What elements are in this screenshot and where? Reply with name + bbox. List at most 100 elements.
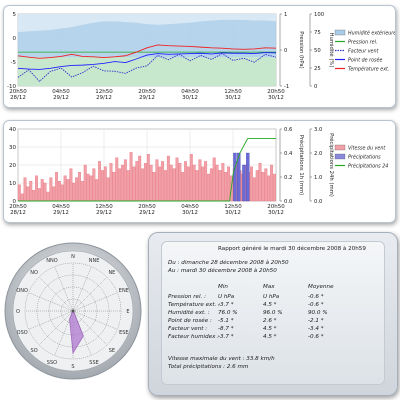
right-axis-tick-label: 0.2 — [284, 175, 292, 181]
wind-bar — [46, 191, 50, 202]
x-tick-label: 04h50 — [181, 89, 199, 95]
wind-bar — [98, 161, 101, 202]
y-tick-label: -10 — [7, 84, 16, 90]
wind-bar — [26, 186, 30, 202]
x-tick-label: 04h50 — [181, 204, 199, 210]
wind-bar — [75, 177, 79, 202]
wind-bar — [52, 186, 56, 202]
rose-direction-label: O — [16, 309, 20, 315]
wind-rose-dial: N NNE NE ENE E ESE SE SSE S SSO SO OSO O ONO NO NNO — [3, 241, 143, 385]
wind-bar — [224, 172, 228, 202]
wind-bar — [112, 172, 116, 202]
right-axis-label: Humidité (%) — [328, 33, 335, 68]
x-tick-label: 20h50 — [9, 89, 27, 95]
wind-bar — [37, 188, 41, 202]
x-tick-label: 12h50 — [95, 89, 113, 95]
report-inner: Rapport généré le mardi 30 décembre 2008… — [161, 241, 385, 385]
x-tick-date: 30/12 — [225, 95, 241, 101]
row-avg: -2.1 * — [308, 318, 324, 324]
report-to: Au : mardi 30 décembre 2008 à 20h50 — [168, 268, 277, 274]
row-label: Point de rosée : — [168, 318, 212, 324]
right-axis-tick-label: 50 — [314, 48, 321, 54]
rose-direction-label: ONO — [16, 288, 28, 294]
rose-direction-label: NE — [108, 270, 115, 276]
row-min: U hPa — [218, 294, 235, 300]
y-tick-label: 5 — [13, 12, 17, 18]
wind-bar — [250, 166, 253, 202]
wind-bar — [252, 177, 256, 202]
wind-bar — [32, 190, 36, 202]
right-axis-label: Précipitations 24h (mm) — [328, 133, 335, 197]
precip-bar — [237, 152, 241, 202]
rose-direction-label: NNE — [89, 258, 100, 264]
wind-bar — [23, 177, 27, 202]
wind-bar — [95, 179, 99, 202]
row-label: Pression rel. : — [168, 294, 206, 300]
rose-direction-label: SSE — [89, 360, 99, 366]
right-axis-label: Précipitations 1h (mm) — [298, 135, 305, 195]
col-max-header: Max — [263, 284, 275, 290]
x-tick-label: 20h50 — [267, 89, 285, 95]
wind-bar — [172, 168, 176, 202]
wind-bar — [49, 177, 53, 202]
x-tick-date: 30/12 — [268, 95, 284, 101]
legend-swatch — [334, 153, 346, 160]
dew-point-line — [17, 52, 277, 70]
wind-bar — [152, 172, 156, 202]
legend-label: Point de rosée — [348, 57, 382, 64]
wind-bar — [83, 164, 87, 202]
col-min-header: Min — [218, 284, 228, 290]
wind-bar — [209, 168, 213, 202]
right-axis-label: Pression (hPa) — [298, 31, 304, 68]
humidity-upper-band — [18, 14, 276, 32]
right-axis-tick-label: 1.0 — [314, 175, 323, 181]
wind-bar — [158, 166, 162, 202]
wind-bar — [123, 159, 127, 202]
right-axis-tick-label: 0 — [314, 84, 318, 90]
x-tick-date: 29/12 — [96, 210, 112, 216]
row-label: Facteur humidex : — [168, 334, 220, 340]
wind-bar — [138, 155, 142, 202]
x-tick-label: 20h50 — [138, 204, 156, 210]
wind-bar — [178, 163, 182, 202]
row-max: U hPa — [263, 294, 280, 300]
wind-bar — [132, 166, 136, 202]
wind-bar — [55, 172, 58, 202]
wind-bar — [129, 152, 133, 202]
wind-bar — [258, 163, 262, 202]
wind-bar — [192, 164, 196, 202]
temperature-line — [17, 44, 277, 59]
row-min: -5.1 * — [218, 318, 234, 324]
rose-direction-label: N — [71, 254, 75, 260]
y-tick-label: 20 — [9, 163, 16, 169]
x-tick-date: 29/12 — [96, 95, 112, 101]
row-label: Température ext. : — [168, 302, 220, 308]
x-tick-date: 29/12 — [53, 95, 69, 101]
x-tick-label: 20h50 — [138, 89, 156, 95]
legend-label: Précipitations — [348, 154, 381, 161]
rose-direction-label: NO — [30, 270, 38, 276]
wind-bar — [221, 163, 225, 202]
rose-center — [71, 309, 75, 313]
row-min: -8.7 * — [218, 326, 234, 332]
row-min: 76.0 % — [218, 310, 238, 316]
wind-rose: N NNE NE ENE E ESE SE SSE S SSO SO OSO O ONO NO NNO — [4, 242, 142, 380]
rose-direction-label: OSO — [17, 330, 28, 336]
wind-bar — [175, 157, 179, 202]
right-axis-tick-label: 0 — [284, 48, 288, 54]
wind-bar — [146, 154, 150, 202]
wind-bar — [141, 168, 144, 202]
legend-label: Vitesse du vent — [348, 146, 386, 152]
right-axis-tick-label: 1 — [284, 12, 287, 18]
legend-label: Pression rel. — [348, 40, 377, 46]
x-tick-date: 28/12 — [10, 210, 26, 216]
rose-direction-label: E — [126, 309, 129, 315]
wind-chart-panel: 20h50 28/12 04h50 29/12 12h50 29/12 20h50 29/12… — [3, 120, 396, 223]
y-tick-label: 0 — [13, 36, 17, 42]
wind-bar — [60, 184, 64, 202]
row-avg: -0.6 * — [308, 334, 324, 340]
wind-bar — [40, 179, 44, 202]
temperature-chart: 20h5028/1204h5029/1212h5029/1220h5029/12… — [7, 12, 396, 101]
row-min: -3.7 * — [218, 302, 234, 308]
wind-bar — [155, 159, 159, 202]
